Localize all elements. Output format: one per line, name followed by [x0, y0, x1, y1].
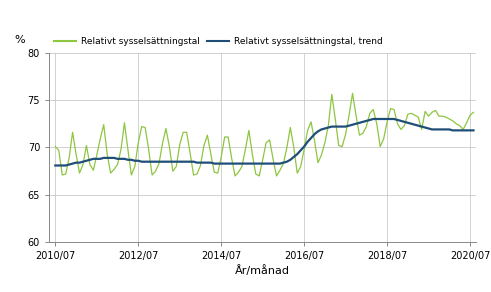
Y-axis label: %: %	[14, 35, 25, 45]
Legend: Relativt sysselsättningstal, Relativt sysselsättningstal, trend: Relativt sysselsättningstal, Relativt sy…	[54, 37, 382, 46]
X-axis label: År/månad: År/månad	[235, 265, 290, 277]
